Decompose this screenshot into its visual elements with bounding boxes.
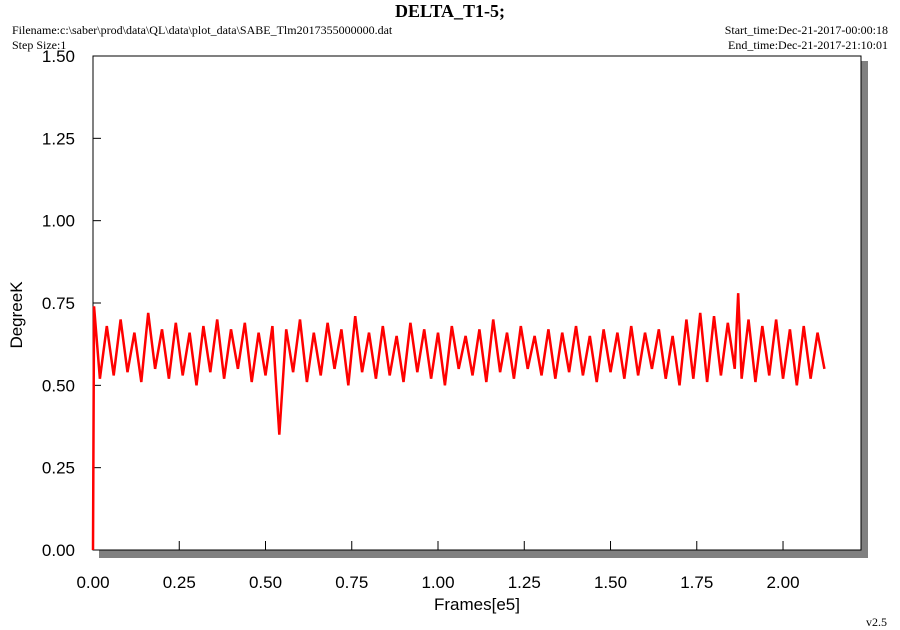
end-time: End_time:Dec-21-2017-21:10:01	[728, 38, 888, 52]
start-time: Start_time:Dec-21-2017-00:00:18	[725, 23, 888, 37]
y-tick-label: 0.75	[42, 294, 75, 313]
chart-title: DELTA_T1-5;	[395, 1, 505, 21]
plot-area	[92, 55, 862, 551]
y-tick-label: 0.50	[42, 376, 75, 395]
y-axis-label: DegreeK	[7, 281, 26, 349]
y-tick-label: 0.25	[42, 459, 75, 478]
y-tick-label: 0.00	[42, 541, 75, 560]
x-tick-label: 1.25	[508, 573, 541, 592]
step-size: Step Size:1	[12, 38, 66, 52]
x-axis-label: Frames[e5]	[434, 595, 520, 614]
x-tick-label: 0.25	[163, 573, 196, 592]
data-line	[91, 293, 826, 551]
y-tick-label: 1.25	[42, 129, 75, 148]
x-tick-label: 1.50	[594, 573, 627, 592]
y-tick-label: 1.00	[42, 212, 75, 231]
x-tick-label: 0.50	[249, 573, 282, 592]
version: v2.5	[866, 615, 887, 629]
x-tick-label: 1.75	[680, 573, 713, 592]
x-tick-label: 2.00	[766, 573, 799, 592]
y-tick-label: 1.50	[42, 47, 75, 66]
filename: Filename:c:\saber\prod\data\QL\data\plot…	[12, 23, 393, 37]
x-tick-label: 0.00	[76, 573, 109, 592]
x-tick-label: 1.00	[421, 573, 454, 592]
x-tick-label: 0.75	[335, 573, 368, 592]
